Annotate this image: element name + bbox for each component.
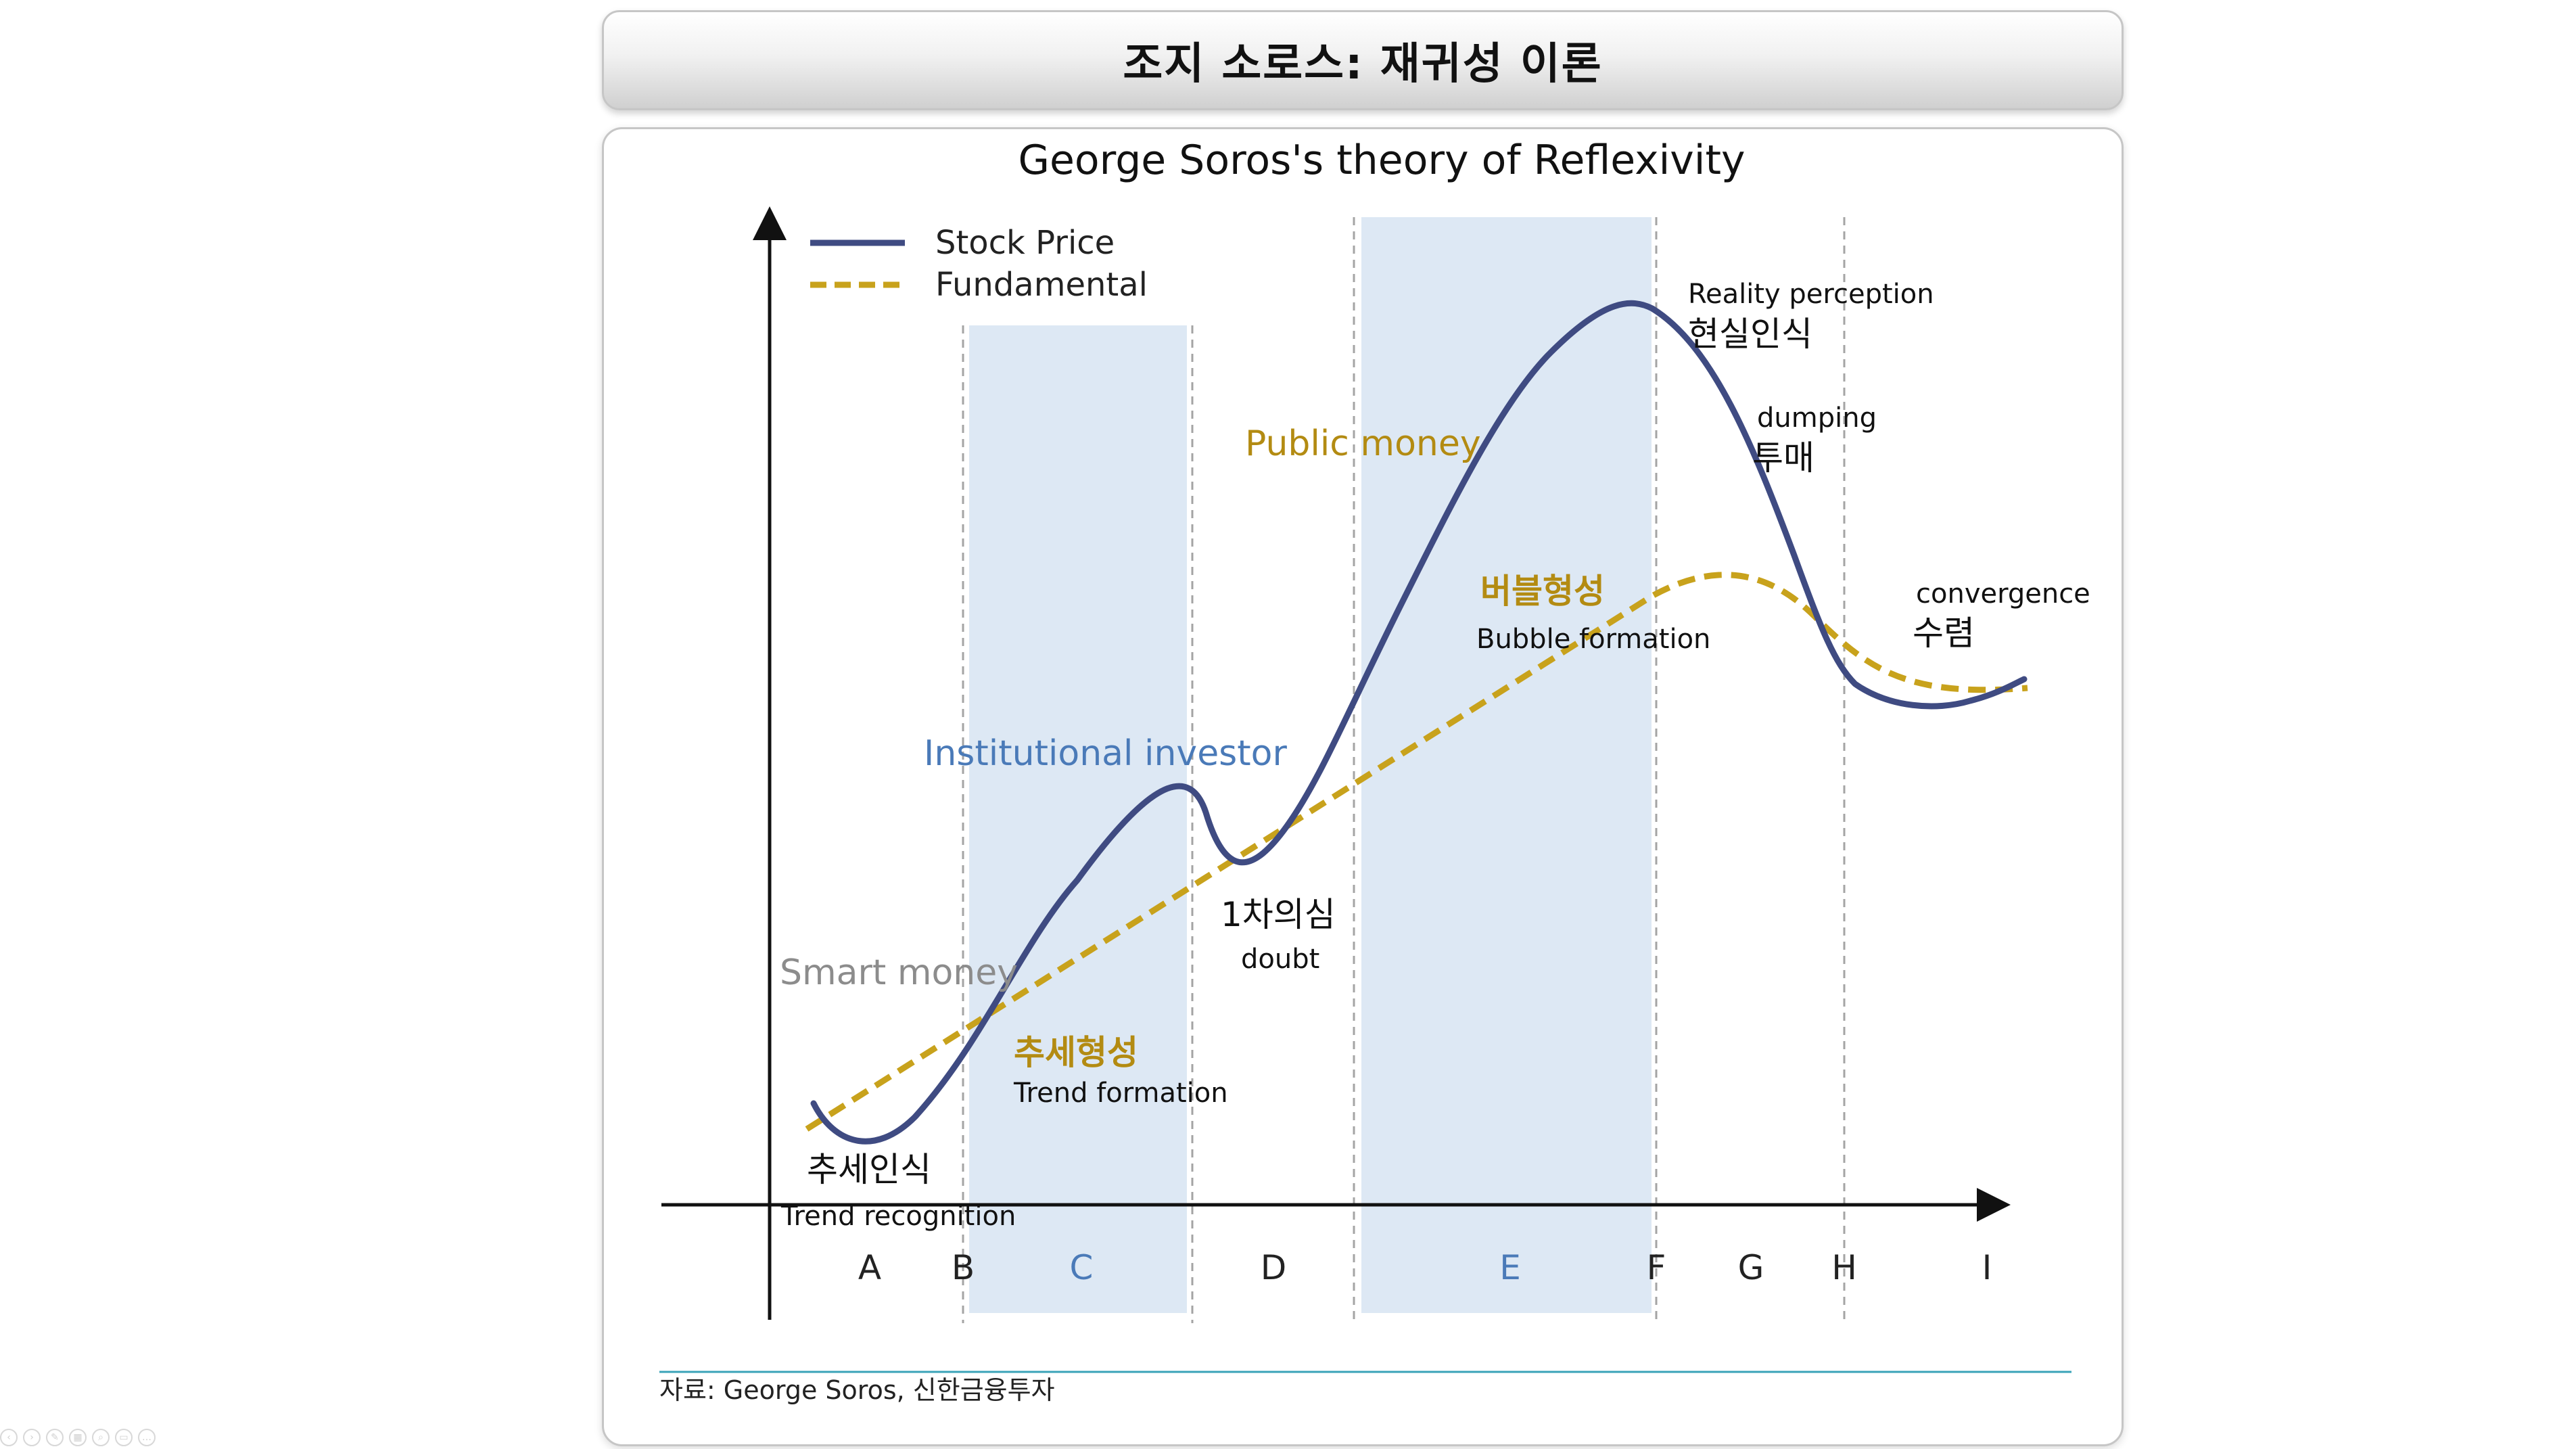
label-institutional-investor: Institutional investor (924, 733, 1287, 774)
stock-price-line (810, 300, 2028, 1145)
annotation-bubble-kr: 버블형성 (1480, 572, 1605, 611)
stage-label-g: G (1738, 1248, 1764, 1287)
annotation-dumping-en: dumping (1757, 402, 1877, 434)
legend-fundamental-label: Fundamental (935, 266, 1148, 304)
more-icon[interactable]: … (138, 1429, 156, 1446)
stage-label-b: B (952, 1248, 975, 1287)
annotation-bubble-en: Bubble formation (1476, 624, 1710, 655)
stage-label-f: F (1647, 1248, 1666, 1287)
annotation-reality-kr: 현실인식 (1688, 315, 1812, 354)
annotation-doubt-kr: 1차의심 (1221, 895, 1336, 934)
annotation-convergence-kr: 수렴 (1913, 614, 1975, 653)
annotation-trend-recognition-en: Trend recognition (780, 1201, 1016, 1232)
stage-label-e: E (1499, 1248, 1521, 1287)
slides-icon[interactable]: ▦ (69, 1429, 87, 1446)
label-public-money: Public money (1245, 423, 1481, 464)
stage-label-a: A (858, 1248, 881, 1287)
prev-icon[interactable]: ‹ (0, 1429, 18, 1446)
stage-label-d: D (1261, 1248, 1287, 1287)
subtitle-icon[interactable]: ▭ (115, 1429, 133, 1446)
shaded-band-e (1361, 217, 1652, 1313)
label-smart-money: Smart money (780, 952, 1018, 993)
stage-label-h: H (1831, 1248, 1857, 1287)
annotation-trend-recognition-kr: 추세인식 (807, 1150, 931, 1189)
legend-stock-label: Stock Price (935, 224, 1115, 262)
annotation-trend-formation-kr: 추세형성 (1014, 1033, 1138, 1072)
zoom-icon[interactable]: ⌕ (92, 1429, 110, 1446)
shaded-band-c (969, 325, 1187, 1313)
legend: Stock Price Fundamental (810, 224, 1148, 304)
stage-label-c: C (1070, 1248, 1094, 1287)
slide-title: 조지 소로스: 재귀성 이론 (1123, 39, 1603, 89)
annotation-reality-en: Reality perception (1688, 279, 1934, 310)
slide-title-bar: 조지 소로스: 재귀성 이론 (602, 10, 2124, 110)
figure-title: George Soros's theory of Reflexivity (1018, 137, 1745, 184)
annotation-dumping-kr: 투매 (1752, 438, 1814, 478)
annotation-trend-formation-en: Trend formation (1013, 1078, 1228, 1109)
annotation-doubt-en: doubt (1241, 944, 1319, 975)
stage-labels: A B C D E F G H I (858, 1248, 1992, 1287)
stage-label-i: I (1982, 1248, 1992, 1287)
reflexivity-diagram: George Soros's theory of Reflexivity Sto… (659, 137, 2090, 1405)
figure-panel: George Soros's theory of Reflexivity Sto… (602, 127, 2124, 1446)
presentation-toolbar: ‹ › ✎ ▦ ⌕ ▭ … (0, 1429, 156, 1448)
next-icon[interactable]: › (23, 1429, 41, 1446)
annotation-convergence-en: convergence (1916, 578, 2090, 610)
source-note: 자료: George Soros, 신한금융투자 (659, 1375, 1055, 1405)
pen-icon[interactable]: ✎ (46, 1429, 64, 1446)
